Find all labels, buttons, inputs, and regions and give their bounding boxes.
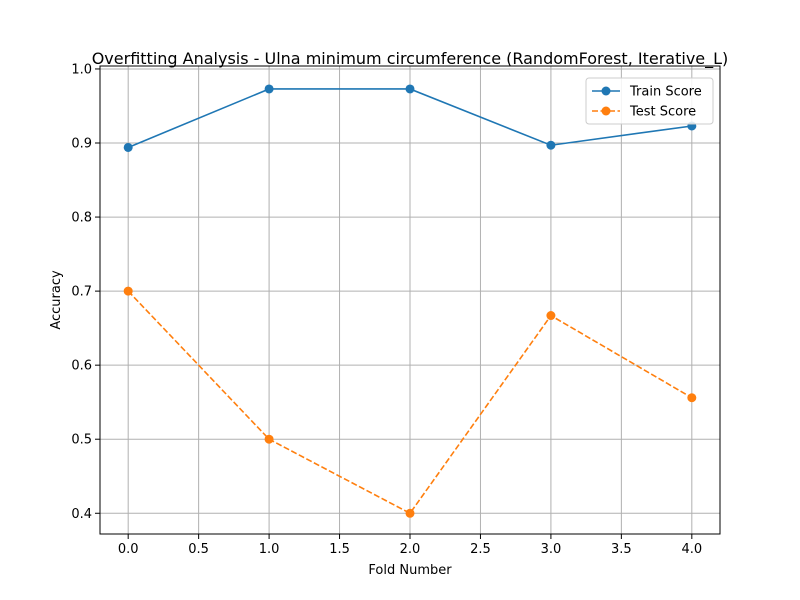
train-score-legend-marker: [601, 86, 611, 96]
x-tick-label: 3.5: [611, 542, 632, 557]
y-tick-label: 0.9: [71, 137, 92, 152]
y-tick-label: 0.7: [71, 285, 92, 300]
test-score-point: [123, 286, 133, 296]
x-tick-label: 1.0: [259, 542, 280, 557]
x-tick-label: 2.5: [470, 542, 491, 557]
test-score-point: [687, 393, 697, 403]
test-score-legend-marker: [601, 106, 611, 116]
x-axis-title: Fold Number: [368, 563, 452, 578]
x-tick-label: 0.0: [118, 542, 139, 557]
x-tick-label: 2.0: [400, 542, 421, 557]
train-score-legend-label: Train Score: [629, 85, 702, 100]
test-score-line: [127, 290, 693, 515]
test-score-legend-label: Test Score: [629, 105, 696, 120]
test-score-point: [264, 434, 274, 444]
x-tick-label: 1.5: [329, 542, 350, 557]
test-score-point: [405, 508, 415, 518]
legend: Train Score Test Score: [585, 77, 714, 125]
x-tick-label: 3.0: [541, 542, 562, 557]
train-score-point: [123, 142, 133, 152]
y-axis-ticks: 0.4 0.5 0.6 0.7 0.8 0.9 1.0: [71, 62, 100, 522]
grid-lines: [100, 66, 720, 534]
y-tick-label: 0.8: [71, 211, 92, 226]
train-score-point: [264, 84, 274, 94]
train-score-point: [546, 140, 556, 150]
x-tick-label: 4.0: [681, 542, 702, 557]
chart-title: Overfitting Analysis - Ulna minimum circ…: [92, 49, 729, 69]
legend-box: [585, 77, 714, 125]
x-tick-label: 0.5: [188, 542, 209, 557]
y-tick-label: 0.6: [71, 359, 92, 374]
train-score-point: [405, 84, 415, 94]
test-score-point: [546, 311, 556, 321]
y-tick-label: 0.5: [71, 433, 92, 448]
y-tick-label: 0.4: [71, 507, 92, 522]
y-tick-label: 1.0: [71, 62, 92, 77]
x-axis-ticks: 0.0 0.5 1.0 1.5 2.0 2.5 3.0 3.5 4.0: [118, 534, 702, 557]
y-axis-title: Accuracy: [49, 270, 64, 330]
